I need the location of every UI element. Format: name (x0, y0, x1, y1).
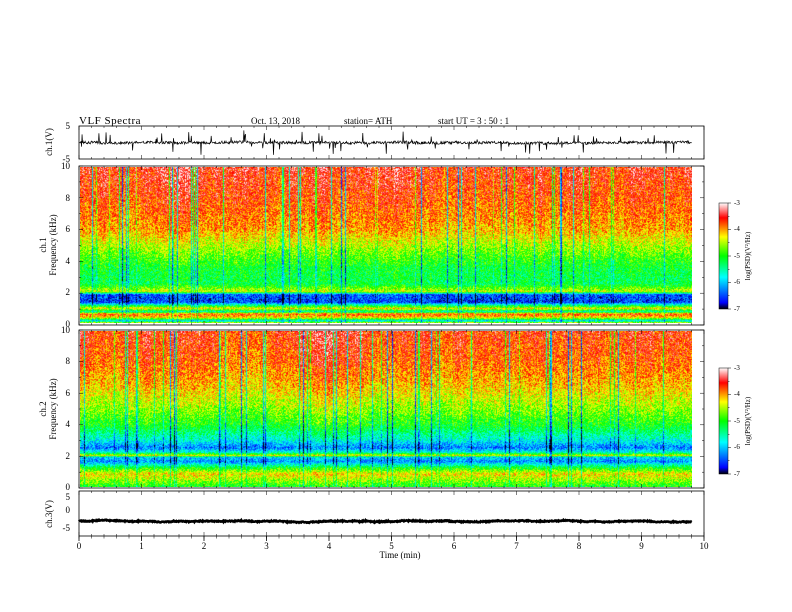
time-tick-label: 9 (639, 541, 644, 551)
time-tick-label: 0 (77, 541, 82, 551)
ch1-cb-tick-neg7: -7 (734, 305, 740, 313)
ch3-ylabel: ch.3(V) (44, 500, 54, 528)
ch2-ytick-4: 4 (66, 419, 71, 429)
ch3-ytick-0: 0 (66, 505, 71, 515)
ch2-ytick-2: 2 (66, 451, 71, 461)
ch2-cb-tick-neg5: -5 (734, 417, 740, 425)
ch1-waveform-panel: 5 -5 ch.1(V) (44, 121, 705, 164)
ch1-ylabel-frequency: Frequency (kHz) (48, 214, 58, 275)
ch2-cb-tick-neg6: -6 (734, 443, 740, 451)
ch2-cb-tick-neg4: -4 (734, 390, 740, 398)
ch2-spectrogram-image (80, 331, 692, 487)
time-tick-label: 6 (452, 541, 457, 551)
ch1-ytick-10: 10 (61, 161, 71, 171)
time-tick-label: 1 (139, 541, 144, 551)
ch2-ytick-8: 8 (66, 356, 71, 366)
waveform-line (78, 517, 693, 525)
station-label: station= ATH (344, 116, 393, 126)
ch2-colorbar-tick-marks (728, 367, 731, 475)
ch1-cb-tick-neg5: -5 (734, 252, 740, 260)
time-tick-label: 7 (514, 541, 519, 551)
ch2-ytick-10: 10 (61, 325, 71, 335)
waveform-line (78, 130, 692, 155)
ch1-spectrogram-image (80, 167, 692, 323)
ch3-waveform-panel: 5 0 -5 ch.3(V) (44, 490, 705, 537)
time-axis-label: Time (min) (380, 550, 421, 560)
ch3-trace (78, 517, 693, 525)
start-time-label: start UT = 3 : 50 : 1 (438, 116, 509, 126)
ch1-ytick-0: 0 (66, 319, 71, 329)
ch2-ytick-6: 6 (66, 388, 71, 398)
ch2-ylabel-frequency: Frequency (kHz) (48, 378, 58, 439)
ch1-colorbar: -3 -4 -5 -6 -7 log(PSD)(V²/Hz) (718, 199, 752, 313)
ch2-ytick-0: 0 (66, 482, 71, 492)
ch1-colorbar-gradient (718, 202, 729, 310)
ch1-colorbar-tick-marks (728, 202, 731, 310)
time-tick-label: 10 (700, 541, 710, 551)
ch3-ytick-5: 5 (66, 492, 71, 502)
ch1-ytick-neg5: -5 (63, 154, 71, 164)
time-tick-label: 3 (264, 541, 269, 551)
ch2-cb-tick-neg3: -3 (734, 364, 740, 372)
ch1-cb-tick-neg6: -6 (734, 278, 740, 286)
ch1-tick-marks (78, 126, 705, 159)
ch1-ytick-6: 6 (66, 224, 71, 234)
ch2-spectrogram-panel: 10 8 6 4 2 0 ch.2 Frequency (kHz) (38, 325, 705, 492)
ch2-colorbar-gradient (718, 367, 729, 475)
ch1-trace (78, 130, 692, 155)
ch2-ylabel-channel: ch.2 (38, 401, 48, 416)
ch1-cb-tick-neg3: -3 (734, 199, 740, 207)
ch3-ytick-neg5: -5 (63, 523, 71, 533)
ch1-colorbar-label: log(PSD)(V²/Hz) (744, 231, 752, 280)
time-tick-label: 8 (577, 541, 582, 551)
ch2-cb-tick-neg7: -7 (734, 470, 740, 478)
ch1-ylabel-channel: ch.1 (38, 237, 48, 252)
ch1-spectrogram-panel: 10 8 6 4 2 0 ch.1 Frequency (kHz) (38, 161, 705, 329)
ch1-cb-tick-neg4: -4 (734, 225, 740, 233)
time-tick-label: 5 (389, 541, 394, 551)
ch1-ytick-8: 8 (66, 193, 71, 203)
time-tick-label: 2 (202, 541, 207, 551)
ch3-tick-marks (78, 491, 705, 536)
ch1-ytick-4: 4 (66, 256, 71, 266)
time-axis: 0 1 2 3 4 5 6 7 8 9 10 (77, 536, 709, 551)
ch1-ytick-2: 2 (66, 287, 71, 297)
ch1-spectrogram-tick-marks (78, 165, 705, 326)
time-tick-label: 4 (327, 541, 332, 551)
ch1-ytick-5: 5 (66, 121, 71, 131)
ch3-waveform-frame (78, 490, 705, 537)
ch2-colorbar-label: log(PSD)(V²/Hz) (744, 396, 752, 445)
ch2-colorbar: -3 -4 -5 -6 -7 log(PSD)(V²/Hz) (718, 364, 752, 478)
date-label: Oct. 13, 2018 (251, 116, 300, 126)
ch1-ylabel: ch.1(V) (44, 128, 54, 156)
ch2-spectrogram-tick-marks (78, 329, 705, 489)
figure-title: VLF Spectra (79, 115, 141, 127)
